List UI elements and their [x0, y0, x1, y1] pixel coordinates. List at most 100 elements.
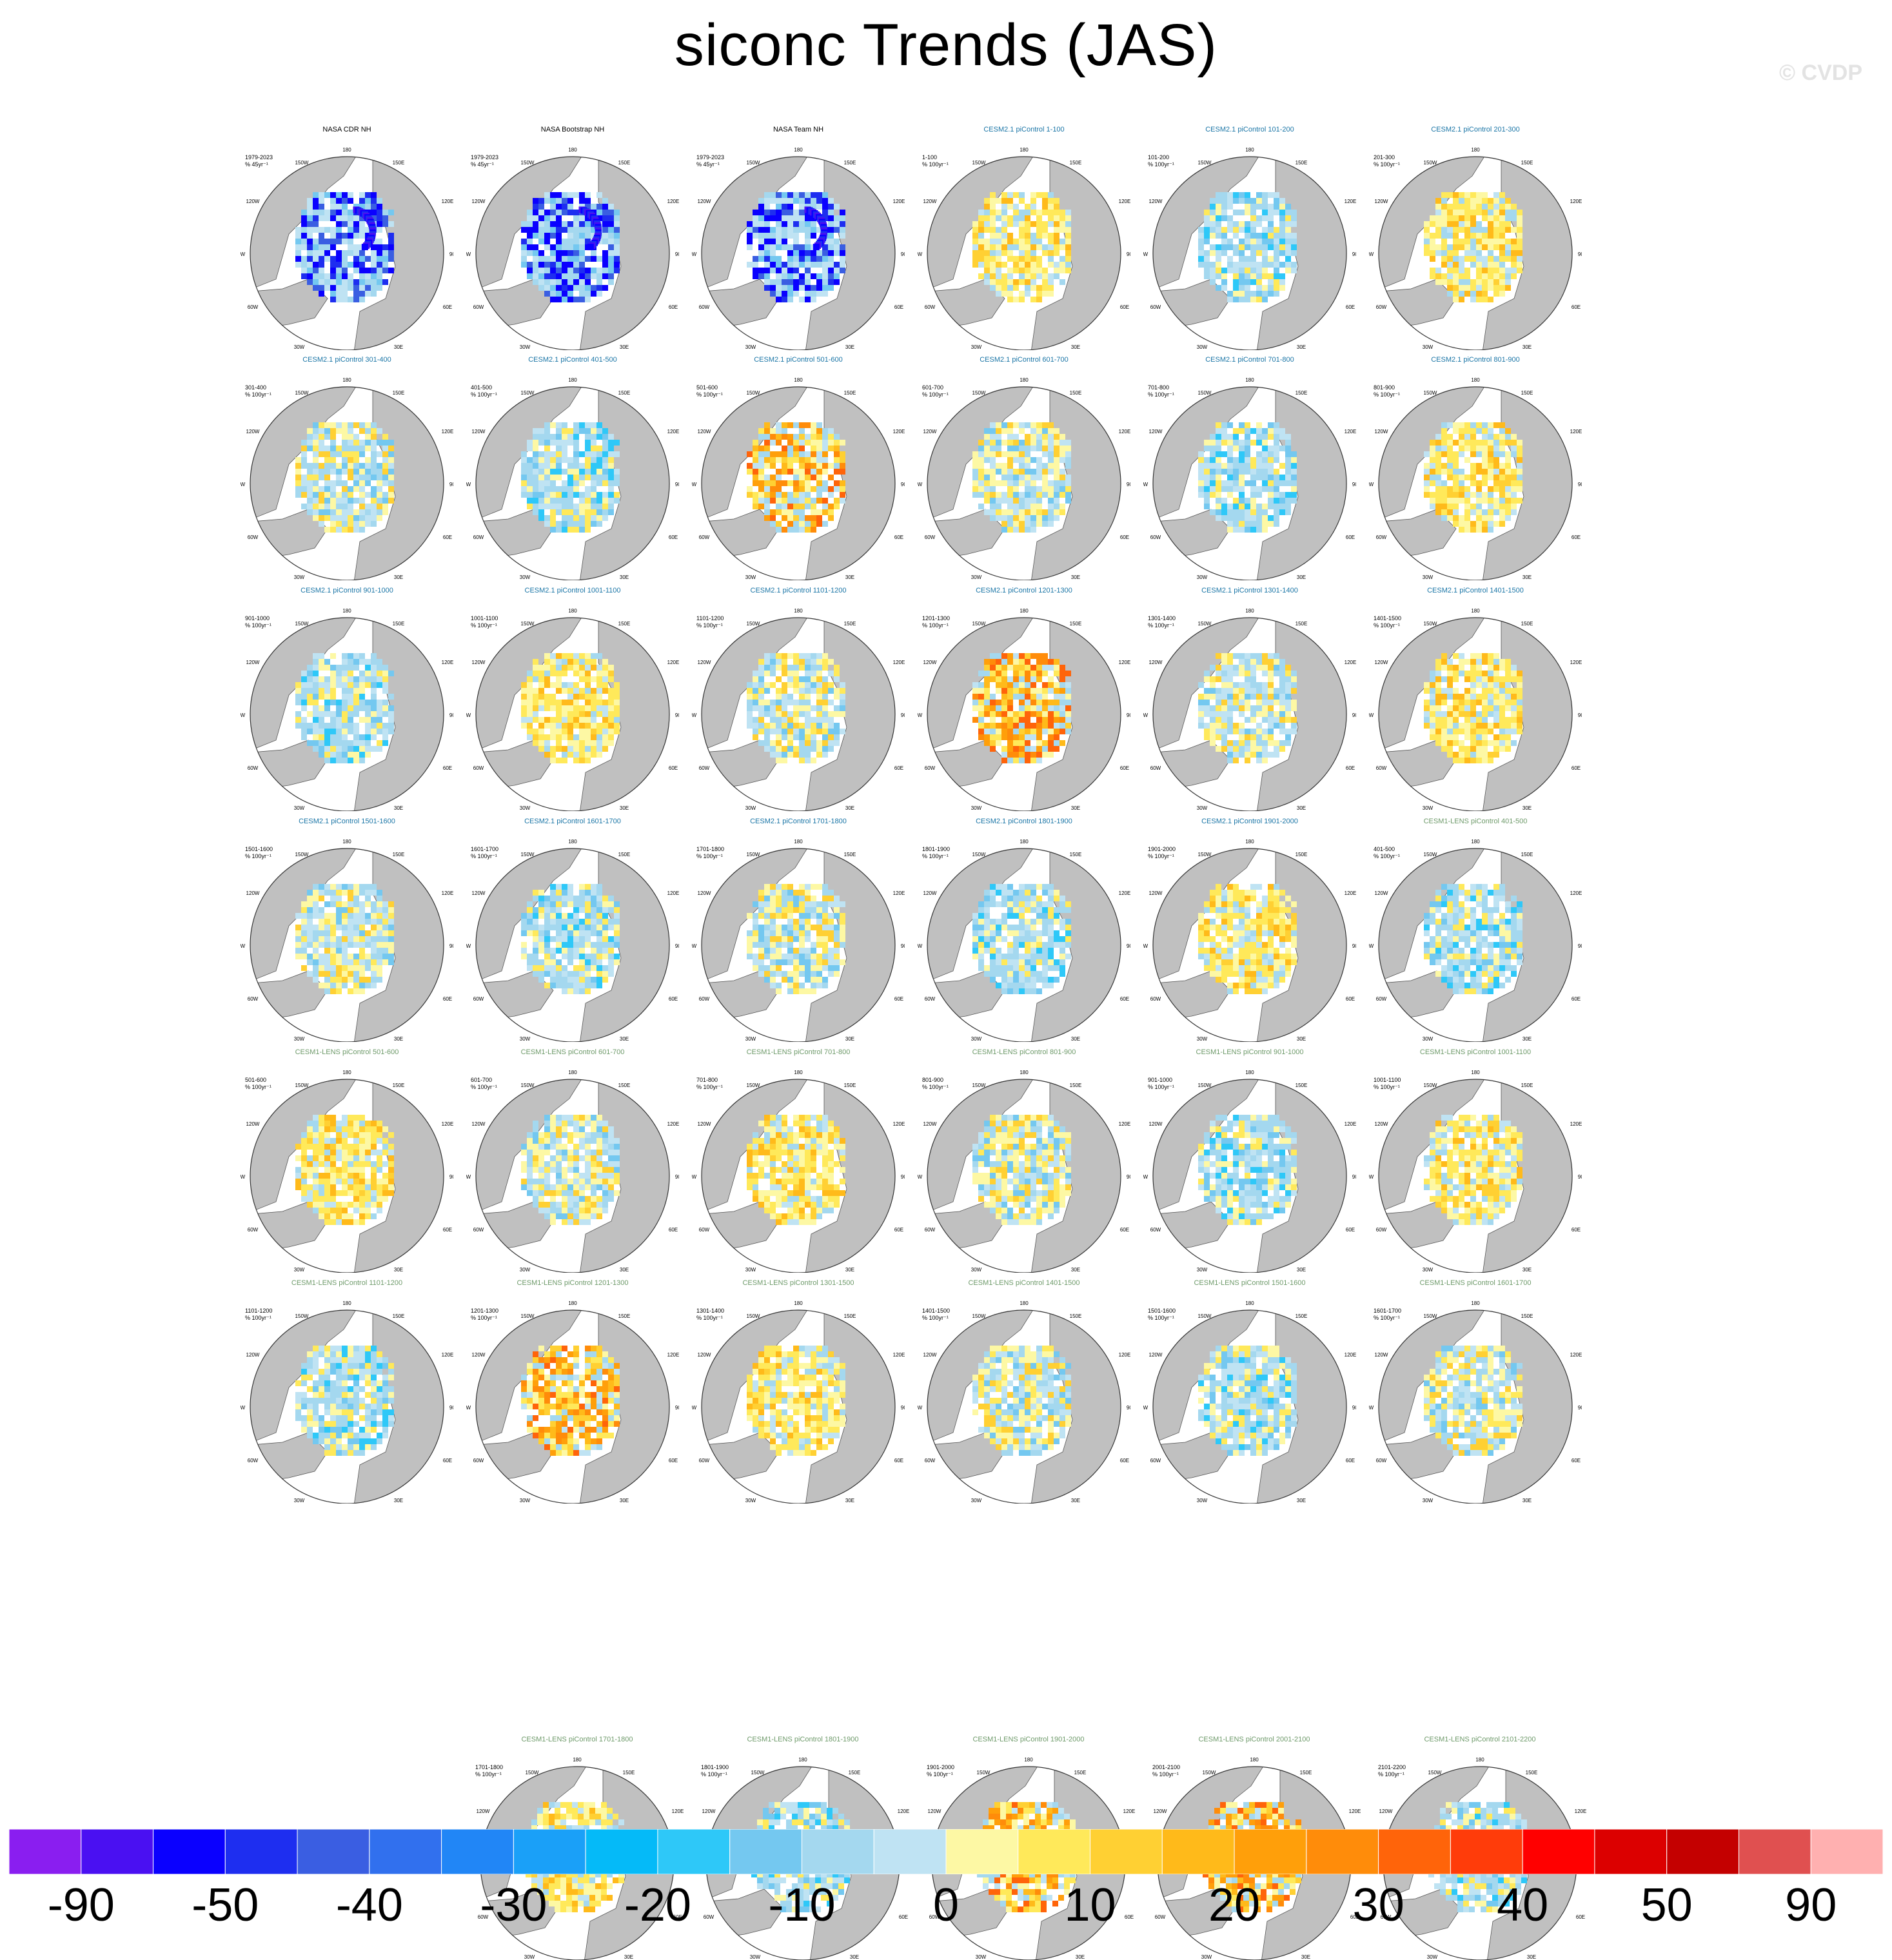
longitude-label: 30W — [294, 1498, 305, 1504]
panel-title: CESM2.1 piControl 401-500 — [466, 356, 679, 364]
longitude-label: 150W — [521, 390, 535, 396]
longitude-label: 150W — [1198, 1083, 1212, 1088]
longitude-label: 30W — [745, 344, 756, 350]
longitude-label: 150W — [747, 160, 760, 166]
longitude-label: 60E — [1572, 765, 1581, 771]
colorbar-tick-label: -50 — [192, 1879, 259, 1932]
longitude-label: 90E — [1352, 1174, 1356, 1180]
longitude-label: 150E — [623, 1770, 635, 1776]
colorbar-swatch — [153, 1829, 226, 1874]
longitude-label: 90E — [901, 712, 905, 718]
longitude-label: 60W — [1376, 1458, 1387, 1464]
longitude-label: 180 — [794, 377, 803, 383]
longitude-label: 120W — [698, 1352, 711, 1358]
longitude-label: 90E — [449, 943, 453, 949]
longitude-label: 90W — [918, 712, 923, 718]
longitude-label: 180 — [1471, 1300, 1480, 1306]
polar-map: 180090W90E150W150E120W120E60W60E30W30E — [1369, 1066, 1582, 1273]
longitude-label: 30W — [1427, 1954, 1438, 1960]
longitude-label: 60W — [1150, 534, 1161, 540]
longitude-label: 120W — [472, 1121, 486, 1127]
longitude-label: 60W — [1376, 996, 1387, 1002]
longitude-label: 60E — [894, 534, 903, 540]
longitude-label: 30W — [524, 1954, 535, 1960]
panel-title: CESM2.1 piControl 1001-1100 — [466, 587, 679, 594]
longitude-label: 150E — [393, 621, 405, 627]
longitude-label: 150W — [747, 621, 760, 627]
longitude-label: 60E — [669, 1227, 678, 1233]
polar-map: 180090W90E150W150E120W120E60W60E30W30E — [692, 605, 905, 811]
longitude-label: 120W — [1149, 1352, 1163, 1358]
longitude-label: 90W — [692, 1405, 697, 1411]
longitude-label: 120W — [1375, 429, 1388, 435]
longitude-label: 90W — [1369, 482, 1374, 487]
polar-map: 180090W90E150W150E120W120E60W60E30W30E — [692, 1066, 905, 1273]
longitude-label: 90E — [901, 251, 905, 257]
polar-map: 180090W90E150W150E120W120E60W60E30W30E — [1143, 374, 1356, 580]
panel-title: CESM2.1 piControl 1901-2000 — [1143, 818, 1356, 825]
longitude-label: 90E — [1352, 1405, 1356, 1411]
longitude-label: 120W — [246, 660, 260, 665]
longitude-label: 150E — [1296, 852, 1308, 858]
longitude-label: 30E — [1071, 1036, 1080, 1042]
longitude-label: 180 — [798, 1757, 807, 1763]
longitude-label: 180 — [1245, 1070, 1254, 1075]
longitude-label: 90W — [1143, 1405, 1148, 1411]
longitude-label: 90E — [449, 712, 453, 718]
longitude-label: 180 — [1250, 1757, 1259, 1763]
longitude-label: 90E — [1578, 251, 1582, 257]
longitude-label: 150E — [1521, 390, 1533, 396]
longitude-label: 60W — [699, 765, 710, 771]
longitude-label: 60E — [899, 1914, 908, 1920]
longitude-label: 90W — [241, 943, 246, 949]
colorbar-swatch — [1162, 1829, 1234, 1874]
longitude-label: 120W — [246, 890, 260, 896]
longitude-label: 60W — [1150, 1227, 1161, 1233]
polar-map: 180090W90E150W150E120W120E60W60E30W30E — [918, 374, 1130, 580]
longitude-label: 30E — [1297, 344, 1306, 350]
longitude-label: 150E — [618, 852, 631, 858]
longitude-label: 90E — [1127, 712, 1130, 718]
longitude-label: 180 — [1471, 147, 1480, 153]
longitude-label: 180 — [342, 147, 351, 153]
longitude-label: 30W — [1423, 1498, 1434, 1504]
panel-title: CESM2.1 piControl 101-200 — [1143, 126, 1356, 133]
longitude-label: 60E — [1346, 534, 1355, 540]
longitude-label: 150E — [393, 1083, 405, 1088]
longitude-label: 120E — [1345, 1352, 1356, 1358]
longitude-label: 30E — [1301, 1954, 1310, 1960]
longitude-label: 120E — [667, 1352, 679, 1358]
longitude-label: 150E — [618, 1313, 631, 1319]
colorbar-swatch — [586, 1829, 658, 1874]
longitude-label: 120E — [1123, 1808, 1135, 1814]
longitude-label: 30E — [1522, 344, 1532, 350]
longitude-label: 120W — [472, 429, 486, 435]
longitude-label: 120E — [893, 890, 905, 896]
polar-map: 180090W90E150W150E120W120E60W60E30W30E — [692, 836, 905, 1042]
longitude-label: 120W — [698, 429, 711, 435]
longitude-label: 60E — [1346, 1227, 1355, 1233]
longitude-label: 90E — [901, 1174, 905, 1180]
longitude-label: 60W — [704, 1914, 714, 1920]
longitude-label: 60E — [669, 304, 678, 310]
longitude-label: 150W — [521, 160, 535, 166]
colorbar-tick-label: -40 — [336, 1879, 403, 1932]
longitude-label: 90E — [675, 482, 679, 487]
longitude-label: 60E — [1576, 1914, 1585, 1920]
longitude-label: 60E — [669, 534, 678, 540]
longitude-label: 150W — [1198, 1313, 1212, 1319]
longitude-label: 90E — [1127, 251, 1130, 257]
colorbar-swatch — [730, 1829, 802, 1874]
longitude-label: 120E — [893, 1352, 905, 1358]
panel-title: CESM1-LENS piControl 401-500 — [1369, 818, 1582, 825]
longitude-label: 150E — [1521, 160, 1533, 166]
longitude-label: 30W — [294, 344, 305, 350]
longitude-label: 60W — [1150, 304, 1161, 310]
longitude-label: 180 — [568, 608, 577, 614]
